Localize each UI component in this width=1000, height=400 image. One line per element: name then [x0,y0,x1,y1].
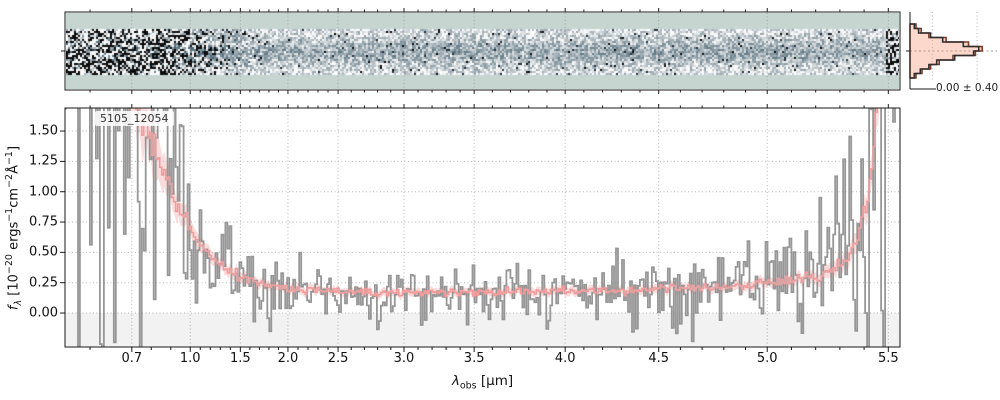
y-tick-label: 1.50 [29,123,58,139]
noise-stat-label: 0.00 ± 0.40 [936,82,999,94]
y-tick-label: 1.00 [29,184,58,200]
spectrum-2d-canvas [66,13,899,89]
x-tick-label: 3.0 [393,351,415,366]
y-tick-label: 0.25 [29,275,58,291]
x-tick-label: 4.5 [648,351,670,366]
x-tick-label: 1.0 [179,351,201,366]
y-tick-label: 0.50 [29,244,58,260]
x-axis-label: λobs [μm] [451,373,514,392]
x-tick-label: 5.5 [877,351,899,366]
x-tick-label: 0.7 [121,351,143,366]
x-tick-label: 5.0 [756,351,778,366]
x-tick-label: 2.5 [327,351,349,366]
y-tick-label: 1.25 [29,153,58,169]
y-tick-label: 0.00 [29,305,58,321]
y-tick-label: 0.75 [29,214,58,230]
x-tick-label: 1.5 [230,351,251,366]
object-id-label: 5105_12054 [95,111,174,126]
x-tick-label: 3.5 [463,351,485,366]
x-tick-label: 2.0 [277,351,299,366]
x-tick-label: 4.0 [554,351,576,366]
